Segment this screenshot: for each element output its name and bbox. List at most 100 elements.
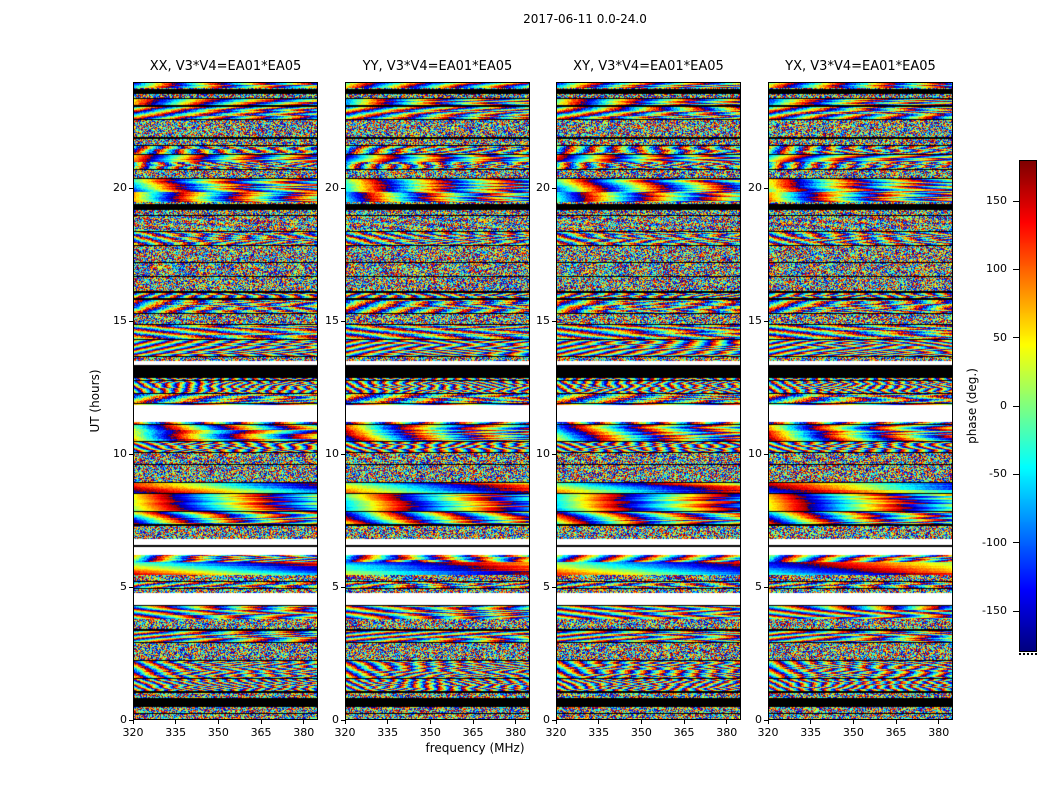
colorbar-tick-mark [1013, 610, 1019, 612]
panel-yx: YX, V3*V4=EA01*EA05 0 5 10 15 20 320 335 350 365… [748, 59, 953, 739]
y-tick-mark [552, 453, 556, 455]
colorbar-tick-mark [1013, 200, 1019, 202]
x-tick-mark [852, 720, 854, 724]
panel-title-yy: YY, V3*V4=EA01*EA05 [362, 59, 513, 74]
y-tick-mark [552, 187, 556, 189]
colorbar-extend-dots [1019, 653, 1037, 655]
x-tick-label: 380 [928, 726, 950, 739]
y-tick-label: 5 [755, 580, 762, 594]
x-tick-mark [683, 720, 685, 724]
x-tick-label: 350 [842, 726, 864, 739]
y-tick-mark [129, 320, 133, 322]
x-tick-mark [260, 720, 262, 724]
y-tick-label: 0 [120, 713, 127, 726]
x-tick-mark [387, 720, 389, 724]
y-tick-mark [552, 719, 556, 721]
y-tick-mark [764, 586, 768, 588]
plot-area-xx [133, 82, 318, 720]
heatmap-canvas-xx [134, 83, 317, 719]
y-tick-label: 20 [748, 181, 762, 195]
y-tick-mark [552, 320, 556, 322]
y-tick-label: 20 [536, 181, 550, 195]
y-tick-mark [129, 187, 133, 189]
colorbar-tick-mark [1013, 405, 1019, 407]
y-tick-mark [552, 586, 556, 588]
x-axis-label: frequency (MHz) [425, 741, 525, 755]
heatmap-canvas-yx [769, 83, 952, 719]
heatmap-canvas-yy [346, 83, 529, 719]
y-tick-label: 5 [543, 580, 550, 594]
y-tick-mark [341, 453, 345, 455]
panel-yy: YY, V3*V4=EA01*EA05 0 5 10 15 20 320 335 350 365… [325, 59, 530, 739]
y-tick-label: 0 [332, 713, 339, 726]
colorbar-tick-mark [1013, 337, 1019, 339]
x-tick-mark [810, 720, 812, 724]
y-tick-mark [341, 187, 345, 189]
x-tick-label: 320 [122, 726, 144, 739]
x-tick-label: 380 [505, 726, 527, 739]
y-tick-label: 10 [748, 447, 762, 461]
x-tick-label: 380 [293, 726, 315, 739]
x-tick-label: 335 [588, 726, 610, 739]
y-tick-label: 0 [755, 713, 762, 726]
x-tick-label: 335 [377, 726, 399, 739]
figure-suptitle: 2017-06-11 0.0-24.0 [523, 12, 647, 26]
x-tick-mark [598, 720, 600, 724]
panel-title-xx: XX, V3*V4=EA01*EA05 [149, 59, 302, 74]
x-tick-mark [515, 720, 517, 724]
y-tick-label: 20 [325, 181, 339, 195]
y-tick-label: 10 [325, 447, 339, 461]
y-tick-mark [129, 719, 133, 721]
colorbar-tick-label: 0 [1000, 399, 1007, 412]
x-tick-mark [767, 720, 769, 724]
y-tick-mark [341, 320, 345, 322]
x-tick-mark [895, 720, 897, 724]
y-tick-label: 10 [113, 447, 127, 461]
colorbar-tick-label: -150 [982, 604, 1007, 617]
colorbar-tick-mark [1013, 268, 1019, 270]
y-tick-label: 5 [332, 580, 339, 594]
x-tick-label: 350 [630, 726, 652, 739]
y-tick-label: 15 [536, 314, 550, 328]
x-tick-label: 350 [419, 726, 441, 739]
panel-title-xy: XY, V3*V4=EA01*EA05 [573, 59, 724, 74]
y-tick-mark [341, 586, 345, 588]
x-tick-label: 335 [800, 726, 822, 739]
y-tick-label: 5 [120, 580, 127, 594]
x-tick-label: 365 [673, 726, 695, 739]
colorbar-tick-label: 100 [986, 262, 1007, 276]
x-tick-mark [175, 720, 177, 724]
plot-area-yy [345, 82, 530, 720]
y-tick-mark [764, 719, 768, 721]
x-tick-label: 365 [885, 726, 907, 739]
colorbar-tick-label: 150 [986, 194, 1007, 207]
x-tick-mark [555, 720, 557, 724]
y-tick-mark [764, 187, 768, 189]
panel-xx: XX, V3*V4=EA01*EA05 0 5 10 15 20 320 335 350 365… [113, 59, 318, 739]
colorbar-tick-label: -50 [989, 467, 1007, 481]
x-tick-mark [344, 720, 346, 724]
plot-area-xy [556, 82, 741, 720]
x-tick-mark [640, 720, 642, 724]
x-tick-label: 380 [716, 726, 738, 739]
panel-xy: XY, V3*V4=EA01*EA05 0 5 10 15 20 320 335 350 365… [536, 59, 741, 739]
y-tick-label: 15 [748, 314, 762, 328]
x-tick-label: 350 [207, 726, 229, 739]
x-tick-label: 365 [250, 726, 272, 739]
y-tick-label: 15 [325, 314, 339, 328]
y-tick-label: 0 [543, 713, 550, 726]
x-tick-mark [938, 720, 940, 724]
panel-title-yx: YX, V3*V4=EA01*EA05 [785, 59, 936, 74]
heatmap-canvas-xy [557, 83, 740, 719]
colorbar-gradient-canvas [1020, 161, 1036, 651]
x-tick-mark [217, 720, 219, 724]
x-tick-label: 335 [165, 726, 187, 739]
y-tick-label: 20 [113, 181, 127, 195]
colorbar-tick-mark [1013, 542, 1019, 544]
x-tick-label: 320 [334, 726, 356, 739]
colorbar-tick-label: 50 [993, 330, 1007, 344]
y-tick-mark [129, 586, 133, 588]
y-tick-label: 15 [113, 314, 127, 328]
y-tick-mark [129, 453, 133, 455]
